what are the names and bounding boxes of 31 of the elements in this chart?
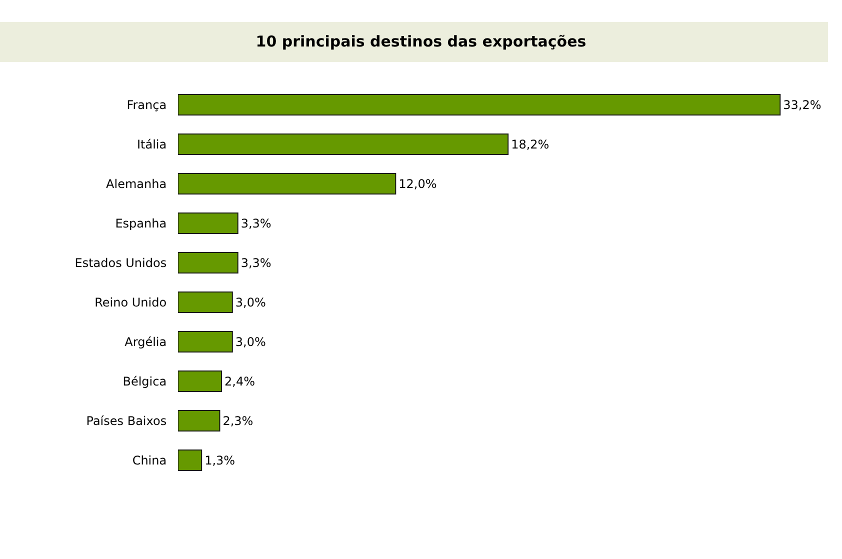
bar	[178, 172, 396, 195]
data-label: 2,4%	[224, 374, 256, 388]
chart-title: 10 principais destinos das exportações	[256, 32, 586, 50]
y-tick-label: China	[132, 453, 167, 468]
y-tick-label: Itália	[136, 137, 167, 152]
data-label: 1,3%	[204, 453, 236, 468]
bar	[178, 449, 202, 472]
y-tick-label: Alemanha	[106, 176, 167, 191]
data-label: 12,0%	[398, 176, 437, 191]
y-tick-label: Estados Unidos	[74, 256, 167, 270]
y-tick-label: Países Baixos	[86, 414, 167, 428]
bar	[178, 370, 222, 392]
bar	[178, 291, 233, 314]
y-tick-label: Bélgica	[122, 374, 167, 388]
data-label: 33,2%	[783, 98, 822, 112]
data-label: 2,3%	[222, 414, 254, 428]
bar	[178, 133, 509, 156]
y-tick-label: Reino Unido	[94, 295, 167, 310]
y-tick-label: Argélia	[124, 334, 167, 349]
bar	[178, 410, 220, 432]
bar	[178, 212, 238, 234]
data-label: 18,2%	[511, 137, 550, 152]
bar	[178, 330, 233, 353]
y-tick-label: Espanha	[115, 216, 167, 230]
bar	[178, 94, 781, 116]
bar	[178, 252, 238, 274]
data-label: 3,3%	[240, 256, 272, 270]
y-tick-label: França	[126, 98, 167, 112]
data-label: 3,0%	[235, 334, 266, 349]
data-label: 3,3%	[240, 216, 272, 230]
data-label: 3,0%	[235, 295, 266, 310]
